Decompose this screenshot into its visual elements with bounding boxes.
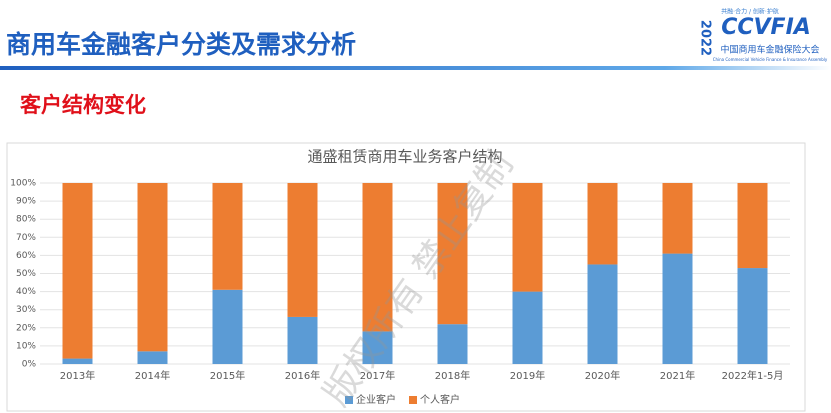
logo: 共融·合力 / 创新·护航 2022 CCVFIA 中国商用车金融保险大会 Ch… [698,8,828,63]
section-title: 客户结构变化 [20,93,146,117]
bar-segment [287,183,318,317]
bar-segment [587,183,618,265]
bar-segment [737,268,768,364]
legend-swatch [409,396,417,404]
plot: 0% 10% 20% 30% 40% 50% 60% 70% 80% 90% 100% 2013年 20… [10,179,790,406]
bar-segment [662,253,693,364]
y-tick-label: 0% [22,360,37,370]
page-title: 商用车金融客户分类及需求分析 [6,30,356,59]
bar-segment [512,291,543,364]
bar-segment [512,183,543,292]
x-tick-label: 2021年 [660,369,695,382]
x-tick-label: 2019年 [510,369,545,382]
y-tick-label: 10% [16,341,36,351]
y-tick-label: 40% [16,287,36,297]
legend-label: 个人客户 [420,393,460,406]
x-tick-label: 2016年 [285,369,320,382]
bar-segment [662,183,693,254]
bar-segment [587,264,618,364]
x-tick-label: 2014年 [135,369,170,382]
logo-slogan: 共融·合力 / 创新·护航 [721,8,779,16]
bar-segment [362,183,393,332]
bar-segment [212,183,243,290]
title-rule [0,66,831,70]
logo-brand: CCVFIA [721,15,811,40]
x-tick-label: 2018年 [435,369,470,382]
bar-segment [437,183,468,325]
x-tick-label: 2015年 [210,369,245,382]
legend-swatch [345,396,353,404]
y-tick-label: 50% [16,269,36,279]
bar-segment [137,351,168,364]
bar-segment [737,183,768,269]
bar-segment [287,316,318,364]
y-tick-label: 100% [10,179,36,189]
y-tick-label: 60% [16,251,36,261]
y-tick-label: 30% [16,305,36,315]
logo-name-en: China Commercial Vehicle Finance & Insur… [713,57,828,62]
logo-name: 中国商用车金融保险大会 [720,44,819,56]
bar-segment [137,183,168,352]
y-tick-label: 80% [16,215,36,225]
logo-year: 2022 [698,20,713,56]
y-tick-label: 90% [16,197,36,207]
y-tick-label: 70% [16,233,36,243]
y-tick-label: 20% [16,323,36,333]
x-tick-label: 2022年1-5月 [722,369,784,382]
bar-segment [62,358,93,364]
bar-segment [212,289,243,364]
bar-segment [362,331,393,364]
bar-segment [437,324,468,364]
bar-segment [62,183,93,359]
x-tick-label: 2020年 [585,369,620,382]
x-tick-label: 2017年 [360,369,395,382]
legend-label: 企业客户 [356,393,396,406]
chart-title: 通盛租赁商用车业务客户结构 [307,148,502,166]
x-tick-label: 2013年 [60,369,95,382]
